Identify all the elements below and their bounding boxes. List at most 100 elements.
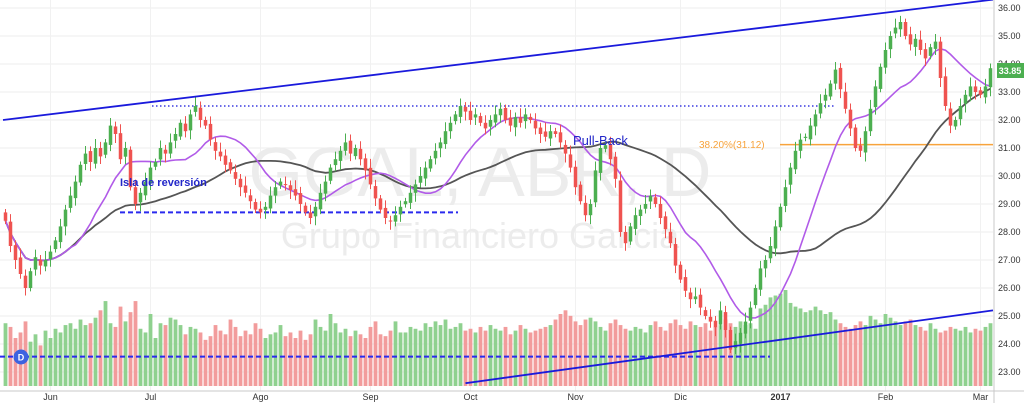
candle-body bbox=[73, 181, 78, 199]
candle-body bbox=[603, 145, 608, 149]
last-price-bg bbox=[997, 63, 1024, 78]
volume-bar bbox=[78, 319, 83, 386]
candle-body bbox=[728, 330, 733, 350]
candle-body bbox=[263, 206, 268, 210]
candle-body bbox=[868, 108, 873, 132]
volume-bar bbox=[128, 312, 133, 386]
candle-body bbox=[423, 167, 428, 179]
candle-body bbox=[93, 148, 98, 164]
x-tick-label: Nov bbox=[567, 392, 584, 402]
volume-bar bbox=[613, 319, 618, 386]
volume-bar bbox=[123, 321, 128, 386]
candle-body bbox=[523, 114, 528, 122]
volume-bar bbox=[963, 326, 968, 386]
volume-bar bbox=[58, 332, 63, 386]
candle-body bbox=[123, 148, 128, 157]
reversal-island-label: Isla de reversión bbox=[120, 177, 207, 189]
upper-channel-line bbox=[2, 0, 994, 121]
candle-body bbox=[808, 125, 813, 140]
volume-bar bbox=[228, 319, 233, 386]
candle-body bbox=[578, 184, 583, 202]
y-axis: 23.00 24.00 25.00 26.00 27.00 28.00 29.00 30.00… bbox=[993, 0, 1021, 403]
volume-bar bbox=[263, 338, 268, 386]
volume-bar bbox=[523, 328, 528, 386]
candle-body bbox=[258, 208, 263, 213]
candle-body bbox=[878, 66, 883, 89]
volume-bar bbox=[3, 323, 8, 386]
volume-bar bbox=[553, 319, 558, 386]
candle-body bbox=[778, 206, 783, 228]
candle-body bbox=[323, 181, 328, 194]
candle-body bbox=[563, 144, 568, 154]
candle-body bbox=[148, 167, 153, 183]
candle-body bbox=[588, 204, 593, 216]
volume-bar bbox=[533, 330, 538, 386]
volume-marker-circle[interactable] bbox=[13, 349, 29, 365]
candle-body bbox=[158, 148, 163, 160]
volume-bar bbox=[763, 304, 768, 386]
volume-bar bbox=[103, 301, 108, 386]
candle-body bbox=[8, 221, 13, 246]
volume-bar bbox=[453, 326, 458, 386]
volume-bar bbox=[248, 334, 253, 386]
volume-bar bbox=[818, 310, 823, 386]
volume-bar bbox=[653, 321, 658, 386]
volume-bar bbox=[473, 332, 478, 386]
volume-bar bbox=[723, 319, 728, 386]
volume-bar bbox=[383, 336, 388, 386]
fib-label: 38.20%(31.12) bbox=[699, 140, 765, 151]
volume-bar bbox=[708, 330, 713, 386]
volume-bar bbox=[293, 338, 298, 386]
volume-bar bbox=[798, 308, 803, 386]
volume-bar bbox=[403, 332, 408, 386]
candle-body bbox=[648, 195, 653, 202]
volume-bar bbox=[98, 310, 103, 386]
candle-body bbox=[3, 212, 8, 221]
candlesticks bbox=[3, 15, 993, 355]
volume-bar bbox=[783, 290, 788, 386]
volume-marker[interactable]: D bbox=[13, 349, 29, 365]
candle-body bbox=[518, 117, 523, 123]
volume-bar bbox=[508, 334, 513, 386]
candle-body bbox=[368, 167, 373, 185]
annotations: Isla de reversión Pull-Back 38.20%(31.12… bbox=[13, 133, 765, 365]
candle-body bbox=[633, 215, 638, 229]
volume-bar bbox=[703, 323, 708, 386]
candle-body bbox=[163, 149, 168, 154]
candle-body bbox=[418, 176, 423, 183]
volume-bar bbox=[978, 330, 983, 386]
candle-body bbox=[353, 148, 358, 157]
x-tick-label: Mar bbox=[973, 392, 989, 402]
y-tick-label: 25.00 bbox=[998, 311, 1021, 321]
candle-body bbox=[818, 103, 823, 114]
candle-body bbox=[138, 192, 143, 203]
volume-bar bbox=[468, 328, 473, 386]
volume-bar bbox=[843, 326, 848, 386]
candle-body bbox=[963, 94, 968, 104]
candle-body bbox=[223, 155, 228, 165]
volume-bar bbox=[288, 332, 293, 386]
y-tick-label: 31.00 bbox=[998, 143, 1021, 153]
volume-bar bbox=[933, 328, 938, 386]
volume-bar bbox=[438, 325, 443, 386]
candle-body bbox=[688, 292, 693, 300]
volume-bar bbox=[218, 330, 223, 386]
volume-bar bbox=[728, 323, 733, 386]
volume-bar bbox=[648, 325, 653, 386]
volume-bar bbox=[608, 323, 613, 386]
y-tick-label: 30.00 bbox=[998, 171, 1021, 181]
volume-bar bbox=[788, 302, 793, 386]
candle-body bbox=[843, 91, 848, 109]
volume-bar bbox=[923, 330, 928, 386]
candle-body bbox=[128, 149, 133, 188]
candle-body bbox=[213, 142, 218, 151]
volume-bar bbox=[938, 332, 943, 386]
volume-bar bbox=[743, 325, 748, 386]
y-tick-label: 35.00 bbox=[998, 31, 1021, 41]
volume-bar bbox=[888, 317, 893, 386]
candle-body bbox=[498, 108, 503, 116]
candle-body bbox=[528, 116, 533, 120]
candle-body bbox=[28, 271, 33, 288]
volume-bar bbox=[363, 338, 368, 386]
